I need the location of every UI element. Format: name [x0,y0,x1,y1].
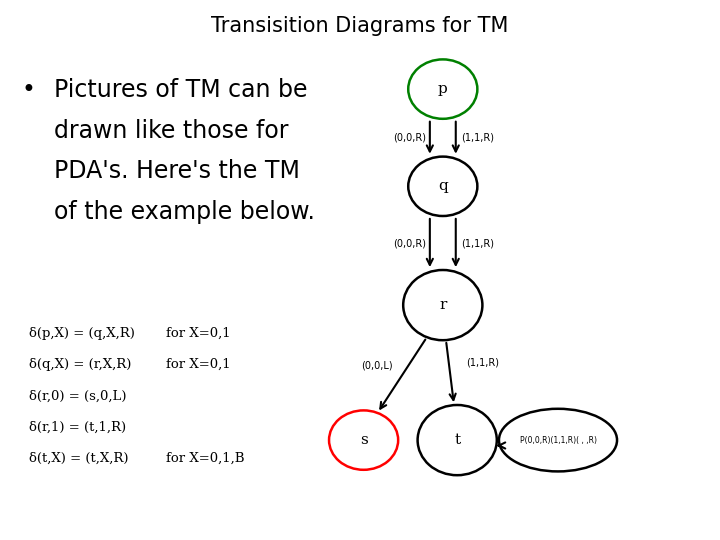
Text: (0,0,R): (0,0,R) [393,238,426,248]
Text: (0,0,R): (0,0,R) [393,133,426,143]
Text: Transisition Diagrams for TM: Transisition Diagrams for TM [211,16,509,36]
Text: (1,1,R): (1,1,R) [461,238,494,248]
Text: s: s [360,433,367,447]
Text: δ(p,X) = (q,X,R): δ(p,X) = (q,X,R) [29,327,135,340]
Text: Pictures of TM can be: Pictures of TM can be [54,78,307,102]
Text: (1,1,R): (1,1,R) [466,358,499,368]
Text: (1,1,R): (1,1,R) [461,133,494,143]
Text: for X=0,1,B: for X=0,1,B [166,452,244,465]
Text: r: r [439,298,446,312]
Text: δ(r,0) = (s,0,L): δ(r,0) = (s,0,L) [29,389,126,402]
Text: •: • [22,78,35,102]
Text: for X=0,1: for X=0,1 [166,327,230,340]
Text: drawn like those for: drawn like those for [54,119,289,143]
Text: δ(r,1) = (t,1,R): δ(r,1) = (t,1,R) [29,421,126,434]
Text: q: q [438,179,448,193]
Text: δ(q,X) = (r,X,R): δ(q,X) = (r,X,R) [29,358,131,371]
Text: for X=0,1: for X=0,1 [166,358,230,371]
Text: of the example below.: of the example below. [54,200,315,224]
Text: (0,0,L): (0,0,L) [361,360,393,370]
Text: PDA's. Here's the TM: PDA's. Here's the TM [54,159,300,183]
Text: t: t [454,433,460,447]
Text: δ(t,X) = (t,X,R): δ(t,X) = (t,X,R) [29,452,128,465]
Text: P(0,0,R)(1,1,R)( , ,R): P(0,0,R)(1,1,R)( , ,R) [520,436,596,444]
Text: p: p [438,82,448,96]
